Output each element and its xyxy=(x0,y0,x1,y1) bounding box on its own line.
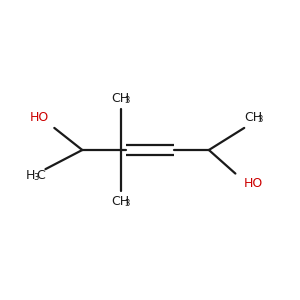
Text: CH: CH xyxy=(244,111,262,124)
Text: HO: HO xyxy=(244,177,263,190)
Text: 3: 3 xyxy=(124,96,130,105)
Text: H: H xyxy=(26,169,35,182)
Text: CH: CH xyxy=(112,195,130,208)
Text: HO: HO xyxy=(30,111,49,124)
Text: 3: 3 xyxy=(124,199,130,208)
Text: C: C xyxy=(37,169,45,182)
Text: 3: 3 xyxy=(33,172,38,182)
Text: 3: 3 xyxy=(257,115,262,124)
Text: CH: CH xyxy=(112,92,130,105)
